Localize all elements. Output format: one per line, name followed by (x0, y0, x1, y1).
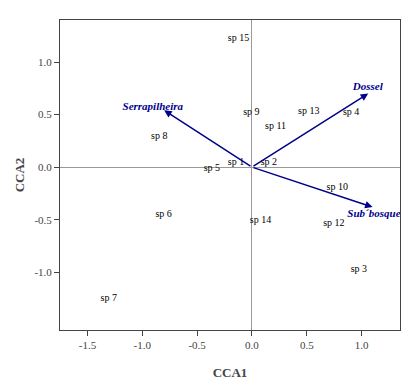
svg-text:sp 11: sp 11 (265, 120, 286, 131)
svg-text:CCA2: CCA2 (12, 158, 27, 193)
svg-text:1.0: 1.0 (38, 56, 52, 68)
svg-text:sp 10: sp 10 (327, 181, 348, 192)
svg-text:sp 9: sp 9 (243, 106, 259, 117)
svg-text:sp 2: sp 2 (261, 156, 277, 167)
svg-text:-1.0: -1.0 (34, 266, 52, 278)
svg-text:sp 14: sp 14 (250, 214, 271, 225)
svg-text:sp 3: sp 3 (351, 263, 367, 274)
svg-text:0.0: 0.0 (245, 339, 259, 351)
svg-text:sp 7: sp 7 (101, 292, 117, 303)
svg-text:0.5: 0.5 (300, 339, 314, 351)
svg-text:-1.5: -1.5 (79, 339, 97, 351)
svg-text:sp 12: sp 12 (323, 217, 344, 228)
svg-text:-0.5: -0.5 (188, 339, 206, 351)
svg-text:-1.0: -1.0 (134, 339, 152, 351)
svg-text:CCA1: CCA1 (213, 365, 248, 380)
svg-text:0.5: 0.5 (38, 108, 52, 120)
svg-text:sp 1: sp 1 (228, 156, 244, 167)
svg-text:sp 4: sp 4 (343, 106, 359, 117)
svg-text:sp 5: sp 5 (204, 162, 220, 173)
svg-text:sp 8: sp 8 (151, 130, 167, 141)
svg-text:Sub´bosque: Sub´bosque (347, 207, 400, 219)
svg-text:Serrapilheira: Serrapilheira (123, 100, 184, 112)
svg-text:Dossel: Dossel (352, 80, 384, 92)
svg-text:sp 13: sp 13 (298, 105, 319, 116)
svg-text:sp 15: sp 15 (228, 32, 249, 43)
svg-text:-0.5: -0.5 (34, 214, 52, 226)
svg-text:sp 6: sp 6 (155, 208, 171, 219)
svg-text:0.0: 0.0 (38, 161, 52, 173)
svg-text:1.0: 1.0 (355, 339, 369, 351)
